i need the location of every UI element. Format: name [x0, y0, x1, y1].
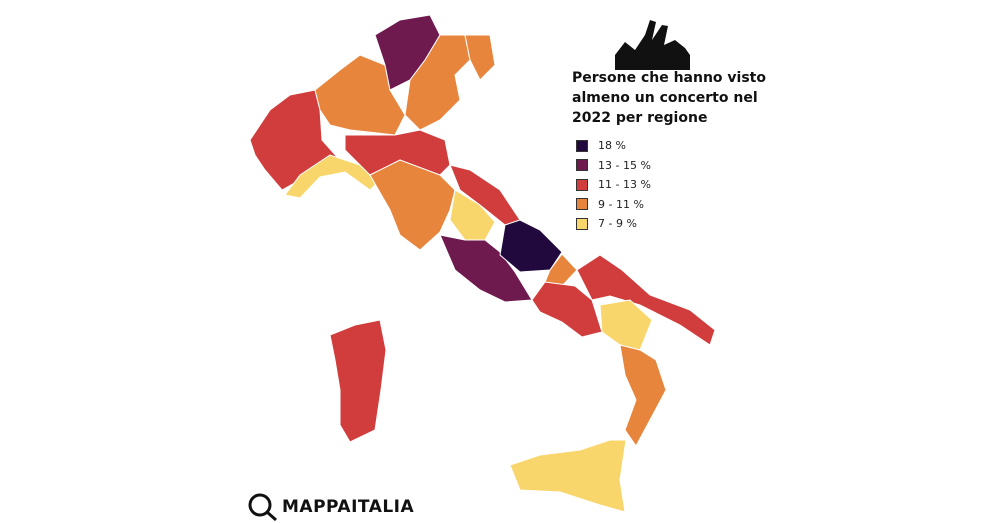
legend-swatch: [576, 198, 588, 211]
legend-item: 13 - 15 %: [576, 156, 651, 176]
region: [619, 344, 667, 447]
region: [464, 34, 496, 81]
region: [499, 219, 563, 273]
legend-swatch: [576, 139, 588, 152]
legend-item: 11 - 13 %: [576, 175, 651, 195]
legend-swatch: [576, 159, 588, 172]
region: [344, 129, 451, 176]
legend-label: 18 %: [598, 139, 626, 153]
legend-swatch: [576, 217, 588, 230]
region: [329, 319, 387, 443]
region: [404, 34, 471, 131]
region: [284, 154, 381, 199]
concert-icon: [615, 20, 690, 70]
region: [576, 254, 716, 346]
legend-item: 9 - 11 %: [576, 195, 651, 215]
legend-item: 18 %: [576, 136, 651, 156]
logo: MAPPAITALIA: [282, 497, 415, 517]
legend-label: 11 - 13 %: [598, 178, 651, 192]
legend-swatch: [576, 178, 588, 191]
region: [369, 159, 456, 251]
logo-icon: [248, 493, 277, 522]
legend-title: Persone che hanno visto almeno un concer…: [572, 70, 766, 126]
region: [509, 439, 627, 513]
legend: 18 % 13 - 15 % 11 - 13 % 9 - 11 % 7 - 9 %: [576, 136, 651, 234]
legend-label: 13 - 15 %: [598, 158, 651, 172]
legend-item: 7 - 9 %: [576, 214, 651, 234]
region: [439, 234, 533, 303]
legend-label: 7 - 9 %: [598, 217, 637, 231]
region: [544, 253, 578, 287]
legend-label: 9 - 11 %: [598, 197, 644, 211]
